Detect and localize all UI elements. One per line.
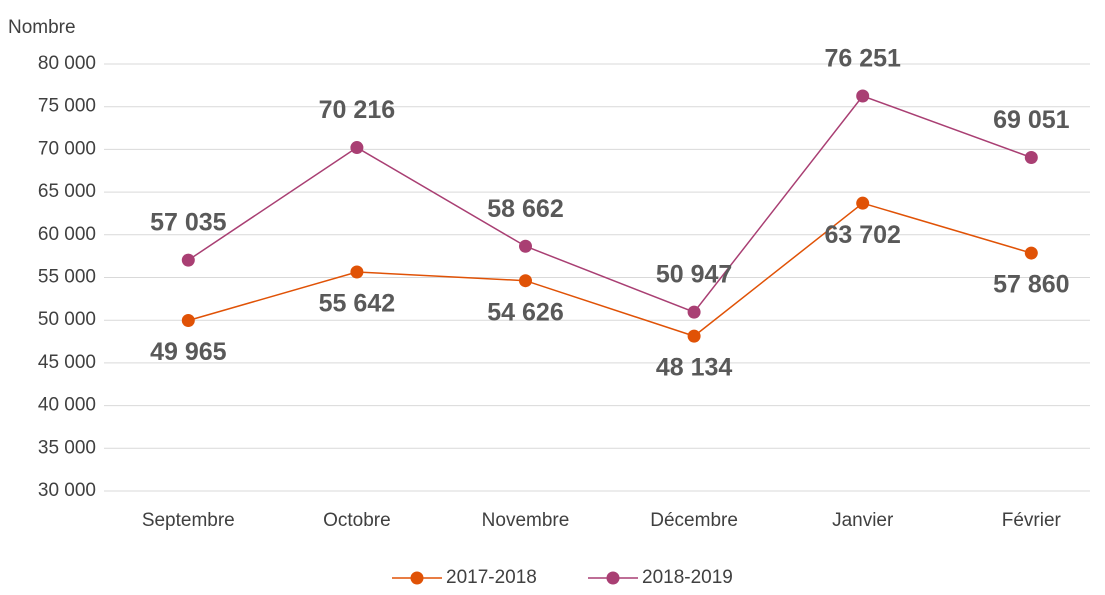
data-point bbox=[856, 89, 870, 103]
data-label: 50 947 bbox=[656, 261, 732, 289]
y-tick-label: 50 000 bbox=[38, 309, 96, 330]
y-tick-label: 55 000 bbox=[38, 267, 96, 288]
series-line bbox=[188, 202, 1032, 337]
data-point bbox=[181, 253, 195, 267]
data-point bbox=[856, 196, 870, 210]
data-label: 76 251 bbox=[824, 45, 901, 73]
x-tick-label: Octobre bbox=[323, 510, 391, 531]
data-point bbox=[687, 305, 701, 319]
data-point bbox=[519, 274, 532, 288]
data-label: 57 035 bbox=[150, 209, 227, 237]
data-point bbox=[687, 329, 701, 343]
x-tick-label: Septembre bbox=[142, 510, 235, 531]
y-tick-label: 75 000 bbox=[38, 96, 96, 117]
data-point bbox=[519, 239, 532, 253]
data-label: 58 662 bbox=[487, 195, 563, 223]
legend-label: 2018-2019 bbox=[642, 567, 733, 588]
x-tick-label: Décembre bbox=[650, 510, 738, 531]
x-tick-label: Février bbox=[1002, 510, 1062, 531]
legend-marker bbox=[410, 571, 424, 585]
data-point bbox=[1024, 151, 1038, 165]
data-label: 48 134 bbox=[656, 354, 733, 382]
data-label: 49 965 bbox=[150, 338, 227, 366]
y-tick-label: 35 000 bbox=[38, 437, 96, 458]
data-label: 55 642 bbox=[319, 290, 395, 318]
y-tick-label: 70 000 bbox=[38, 138, 96, 159]
data-label: 70 216 bbox=[319, 96, 395, 124]
y-tick-label: 45 000 bbox=[38, 352, 96, 373]
series-line bbox=[187, 95, 1032, 314]
y-tick-label: 30 000 bbox=[38, 480, 96, 501]
y-tick-label: 60 000 bbox=[38, 224, 96, 245]
data-point bbox=[350, 141, 364, 155]
data-label: 63 702 bbox=[824, 221, 900, 249]
data-point bbox=[181, 313, 195, 327]
data-point bbox=[1024, 246, 1038, 260]
data-label: 57 860 bbox=[993, 271, 1069, 299]
data-label: 54 626 bbox=[487, 298, 563, 326]
data-label: 69 051 bbox=[993, 106, 1070, 134]
x-tick-label: Janvier bbox=[832, 510, 894, 531]
y-tick-label: 65 000 bbox=[38, 181, 96, 202]
legend-label: 2017-2018 bbox=[446, 567, 537, 588]
y-tick-label: 40 000 bbox=[38, 395, 96, 416]
y-axis-label: Nombre bbox=[8, 17, 76, 38]
y-tick-label: 80 000 bbox=[38, 53, 96, 74]
x-tick-label: Novembre bbox=[482, 510, 570, 531]
data-point bbox=[350, 265, 364, 279]
legend-marker bbox=[606, 571, 620, 585]
